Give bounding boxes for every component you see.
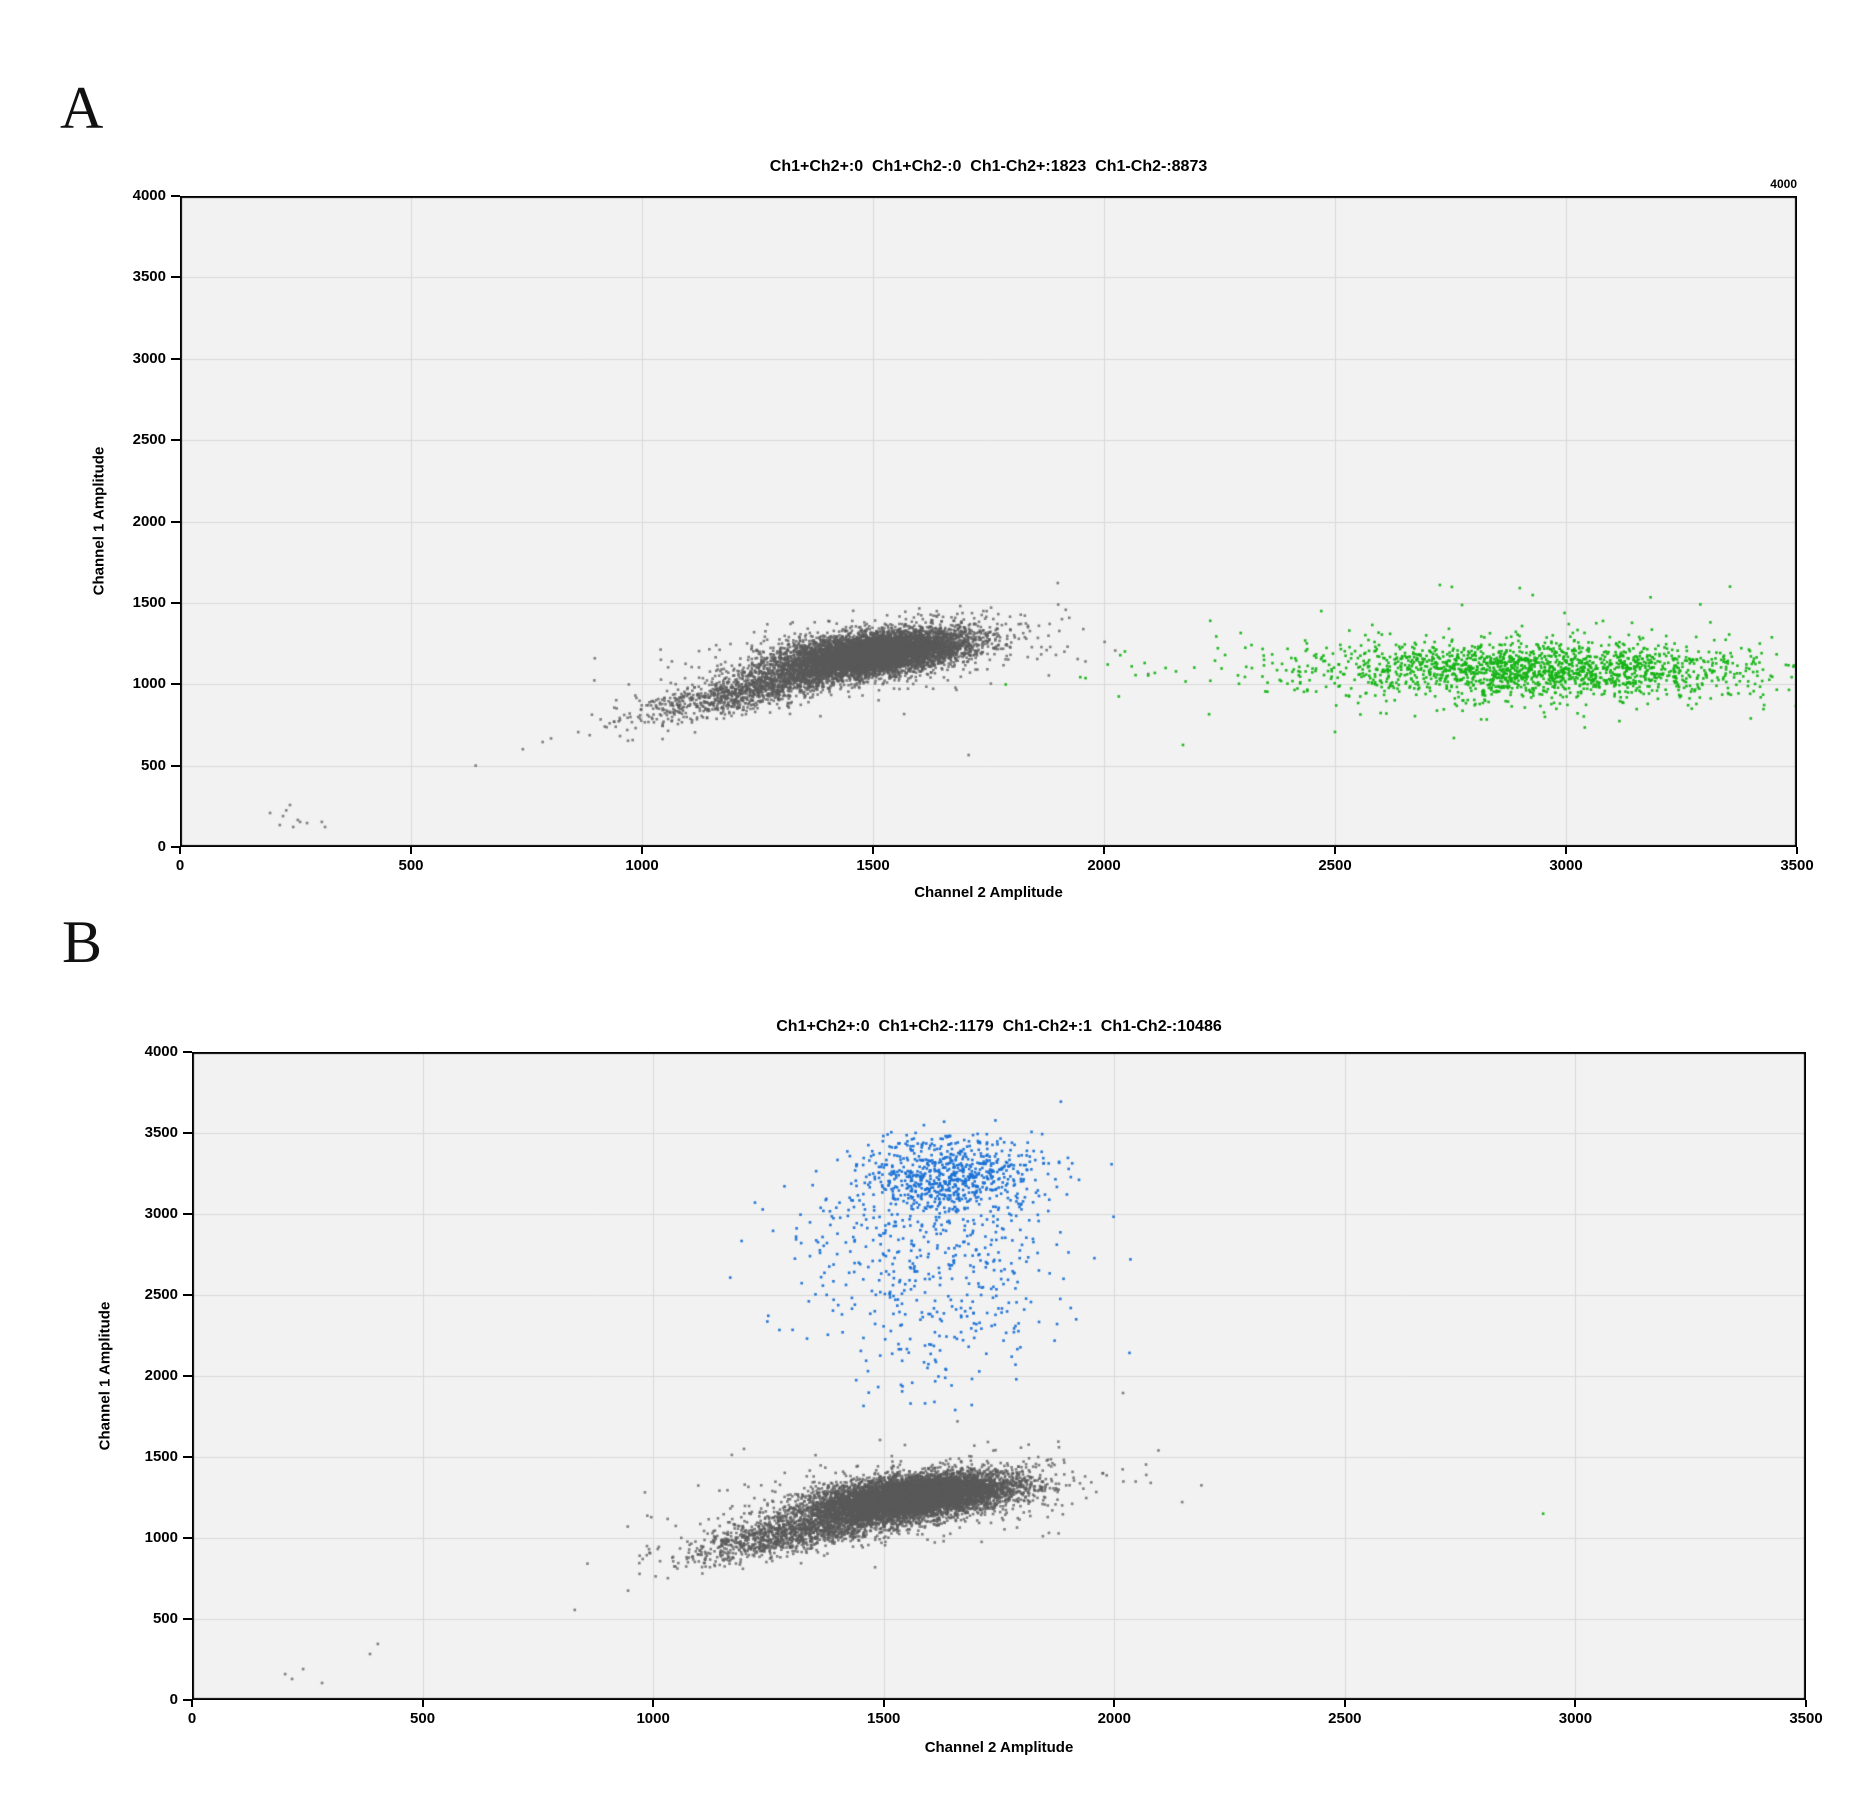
x-tick-label: 2000 xyxy=(1087,857,1121,874)
y-tick-mark xyxy=(171,357,180,360)
scatter-plot-b xyxy=(192,1052,1806,1700)
x-tick-label: 3000 xyxy=(1558,1710,1593,1727)
x-tick-label: 1500 xyxy=(867,1710,901,1727)
x-tick-mark xyxy=(1805,1700,1807,1707)
y-tick-mark xyxy=(171,846,180,848)
event-count-label-a: 4000 xyxy=(1770,177,1797,191)
x-tick-label: 1500 xyxy=(856,857,890,874)
y-tick-label: 500 xyxy=(152,1610,178,1627)
x-tick-mark xyxy=(1343,1700,1346,1707)
y-tick-label: 0 xyxy=(157,838,166,855)
y-tick-label: 2500 xyxy=(132,431,166,449)
y-tick-mark xyxy=(183,1213,192,1215)
y-tick-label: 3500 xyxy=(144,1124,178,1141)
x-tick-mark xyxy=(410,847,412,854)
y-tick-mark xyxy=(171,195,180,197)
y-tick-mark xyxy=(183,1051,192,1053)
y-tick-label: 1500 xyxy=(144,1448,178,1465)
y-tick-mark xyxy=(183,1132,192,1134)
y-tick-mark xyxy=(171,601,180,604)
y-tick-label: 4000 xyxy=(144,1043,178,1060)
x-tick-label: 1000 xyxy=(625,857,659,874)
y-tick-label: 0 xyxy=(169,1691,178,1708)
scatter-plot-a xyxy=(180,196,1797,847)
x-tick-label: 2500 xyxy=(1318,857,1352,874)
y-tick-label: 1000 xyxy=(132,675,166,693)
y-tick-label: 3500 xyxy=(132,268,166,286)
y-tick-mark xyxy=(171,520,180,523)
y-tick-label: 2500 xyxy=(144,1286,178,1303)
x-axis-title-b: Channel 2 Amplitude xyxy=(924,1739,1074,1756)
y-tick-label: 2000 xyxy=(132,512,166,530)
y-tick-label: 2000 xyxy=(144,1367,178,1384)
y-tick-mark xyxy=(171,276,180,279)
x-tick-mark xyxy=(179,847,181,854)
y-tick-mark xyxy=(183,1537,192,1539)
x-tick-label: 500 xyxy=(398,857,424,874)
panel-label-a: A xyxy=(60,75,104,141)
x-tick-label: 3500 xyxy=(1789,1710,1823,1727)
y-tick-label: 500 xyxy=(140,756,166,774)
x-tick-mark xyxy=(1334,847,1336,854)
plot-title-a: Ch1+Ch2+:0 Ch1+Ch2-:0 Ch1-Ch2+:1823 Ch1-… xyxy=(769,158,1208,175)
x-tick-label: 3000 xyxy=(1549,857,1583,874)
x-tick-mark xyxy=(1574,1700,1577,1707)
x-tick-mark xyxy=(421,1700,424,1707)
x-axis-title-a: Channel 2 Amplitude xyxy=(914,884,1063,901)
x-tick-mark xyxy=(1103,847,1105,854)
x-tick-mark xyxy=(872,847,874,854)
panel-label-b: B xyxy=(62,909,103,975)
x-tick-mark xyxy=(882,1700,885,1707)
x-tick-label: 500 xyxy=(410,1710,436,1727)
x-tick-mark xyxy=(652,1700,655,1707)
x-tick-mark xyxy=(191,1700,193,1707)
y-tick-mark xyxy=(171,683,180,686)
y-tick-label: 1500 xyxy=(132,593,166,611)
y-tick-mark xyxy=(183,1456,192,1458)
y-tick-label: 3000 xyxy=(132,349,166,367)
y-tick-mark xyxy=(183,1699,192,1701)
x-tick-label: 2500 xyxy=(1328,1710,1362,1727)
x-tick-mark xyxy=(1565,847,1567,854)
y-tick-mark xyxy=(183,1618,192,1620)
x-tick-mark xyxy=(641,847,643,854)
y-tick-mark xyxy=(183,1375,192,1377)
x-tick-mark xyxy=(1796,847,1798,854)
x-tick-mark xyxy=(1113,1700,1116,1707)
y-tick-mark xyxy=(171,439,180,442)
y-tick-label: 3000 xyxy=(144,1205,178,1222)
y-tick-mark xyxy=(171,764,180,767)
x-tick-label: 2000 xyxy=(1097,1710,1131,1727)
x-tick-label: 0 xyxy=(175,857,185,874)
x-tick-label: 0 xyxy=(187,1710,197,1727)
y-tick-label: 1000 xyxy=(144,1529,178,1546)
x-tick-label: 3500 xyxy=(1780,857,1814,874)
plot-title-b: Ch1+Ch2+:0 Ch1+Ch2-:1179 Ch1-Ch2+:1 Ch1-… xyxy=(776,1018,1222,1035)
x-tick-label: 1000 xyxy=(636,1710,670,1727)
y-tick-mark xyxy=(183,1294,192,1296)
y-tick-label: 4000 xyxy=(132,187,166,204)
